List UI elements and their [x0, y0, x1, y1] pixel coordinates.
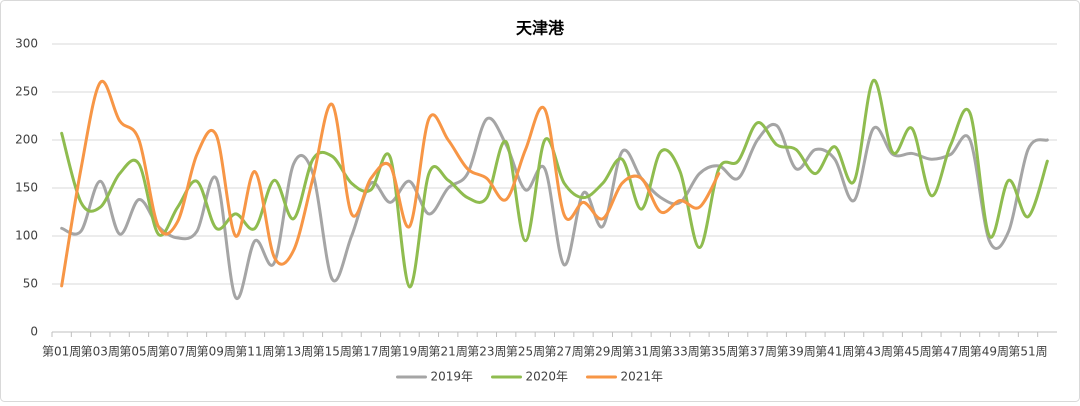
- x-tick-label: 第25周: [506, 345, 545, 359]
- x-tick-label: 第07周: [158, 345, 197, 359]
- x-tick-label: 第31周: [622, 345, 661, 359]
- x-tick-label: 第21周: [429, 345, 468, 359]
- x-tick-label: 第33周: [660, 345, 699, 359]
- x-tick-label: 第13周: [274, 345, 313, 359]
- y-tick-label: 150: [15, 181, 38, 195]
- y-tick-label: 0: [30, 325, 38, 339]
- legend-label: 2021年: [621, 370, 664, 384]
- x-tick-label: 第09周: [197, 345, 236, 359]
- series-line: [60, 116, 1049, 301]
- x-tick-label: 第45周: [892, 345, 931, 359]
- x-tick-label: 第49周: [970, 345, 1009, 359]
- x-tick-label: 第17周: [351, 345, 390, 359]
- chart-title: 天津港: [516, 19, 565, 38]
- x-tick-label: 第23周: [467, 345, 506, 359]
- x-tick-label: 第29周: [583, 345, 622, 359]
- x-tick-label: 第39周: [776, 345, 815, 359]
- y-tick-label: 250: [15, 85, 38, 99]
- y-tick-label: 300: [15, 37, 38, 51]
- x-tick-label: 第11周: [235, 345, 274, 359]
- y-tick-label: 100: [15, 229, 38, 243]
- x-tick-label: 第27周: [545, 345, 584, 359]
- x-tick-label: 第05周: [119, 345, 158, 359]
- legend-label: 2020年: [526, 370, 569, 384]
- series-line: [60, 79, 721, 288]
- x-tick-label: 第19周: [390, 345, 429, 359]
- y-tick-label: 200: [15, 133, 38, 147]
- legend-label: 2019年: [431, 370, 474, 384]
- y-tick-label: 50: [23, 277, 38, 291]
- x-tick-label: 第37周: [738, 345, 777, 359]
- x-tick-label: 第15周: [313, 345, 352, 359]
- x-tick-label: 第01周: [42, 345, 81, 359]
- x-tick-label: 第43周: [854, 345, 893, 359]
- x-tick-label: 第51周: [1008, 345, 1047, 359]
- x-tick-label: 第35周: [699, 345, 738, 359]
- x-tick-label: 第03周: [81, 345, 120, 359]
- x-tick-label: 第47周: [931, 345, 970, 359]
- x-tick-label: 第41周: [815, 345, 854, 359]
